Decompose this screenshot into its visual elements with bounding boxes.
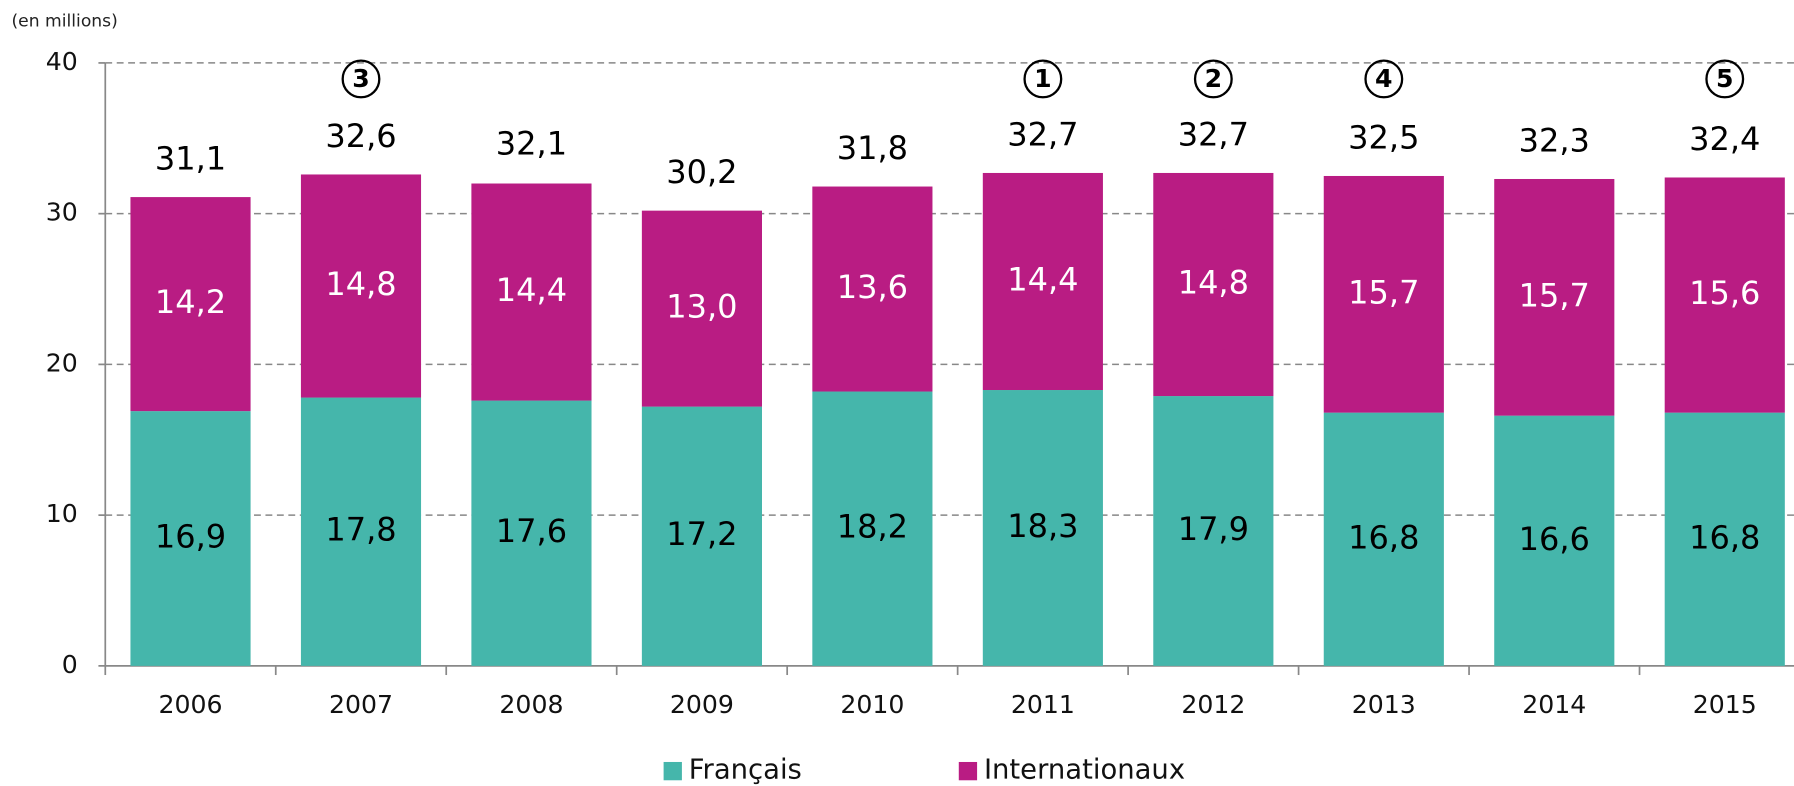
total-label: 31,8 — [837, 129, 908, 167]
bar-segment — [130, 411, 251, 666]
bar-segment — [982, 390, 1103, 666]
bar-segment — [1664, 412, 1785, 666]
segment-label: 18,3 — [1007, 507, 1078, 545]
segment-label: 17,9 — [1178, 510, 1249, 548]
total-label: 32,7 — [1007, 115, 1078, 153]
annotation-circle — [1364, 59, 1404, 99]
annotation-circle — [341, 59, 381, 99]
y-tick-label: 20 — [46, 348, 78, 377]
legend-label: Internationaux — [984, 755, 1185, 786]
segment-label: 18,2 — [837, 508, 908, 546]
annotation-circle — [1023, 59, 1063, 99]
x-tick-label: 2014 — [1522, 690, 1586, 719]
total-label: 32,5 — [1348, 118, 1419, 156]
segment-label: 16,6 — [1519, 520, 1590, 558]
legend-swatch — [663, 761, 682, 781]
total-label: 31,1 — [155, 139, 226, 177]
x-tick-label: 2011 — [1011, 690, 1075, 719]
bar-segment — [1323, 175, 1444, 413]
legend-swatch — [958, 761, 978, 781]
annotation-text: 1 — [1034, 64, 1052, 93]
segment-label: 14,8 — [325, 265, 396, 303]
bar-segment — [641, 406, 762, 666]
annotation-text: 5 — [1716, 64, 1734, 93]
annotation-circle — [1705, 59, 1745, 99]
x-tick-label: 2006 — [158, 690, 222, 719]
segment-label: 14,4 — [1007, 260, 1078, 298]
annotation-text: 3 — [352, 64, 370, 93]
y-tick-label: 30 — [46, 198, 78, 227]
bar-segment — [300, 174, 422, 398]
total-label: 32,7 — [1178, 115, 1249, 153]
y-tick-label: 0 — [62, 650, 78, 679]
segment-label: 16,8 — [1689, 518, 1760, 556]
bar-segment — [982, 172, 1103, 391]
segment-label: 14,4 — [496, 271, 567, 309]
bar-segment — [300, 397, 422, 666]
bar-segment — [471, 400, 592, 666]
x-tick-label: 2008 — [499, 690, 563, 719]
x-tick-label: 2013 — [1352, 690, 1416, 719]
annotation-circle — [1193, 59, 1233, 99]
x-tick-label: 2007 — [329, 690, 393, 719]
segment-label: 14,8 — [1178, 264, 1249, 302]
segment-label: 13,0 — [666, 288, 737, 326]
bar-segment — [471, 183, 592, 401]
segment-label: 16,9 — [155, 517, 226, 555]
x-tick-label: 2009 — [670, 690, 734, 719]
total-label: 32,6 — [325, 117, 396, 155]
bar-segment — [1494, 178, 1615, 416]
segment-label: 15,6 — [1689, 274, 1760, 312]
legend-label: Français — [689, 755, 802, 786]
total-label: 32,1 — [496, 124, 567, 162]
bar-segment — [1153, 172, 1274, 397]
x-tick-label: 2010 — [840, 690, 904, 719]
x-tick-label: 2015 — [1693, 690, 1757, 719]
bar-segment — [1323, 412, 1444, 666]
bar-segment — [1494, 415, 1615, 666]
bar-segment — [130, 197, 251, 412]
segment-label: 13,6 — [837, 268, 908, 306]
segment-label: 15,7 — [1348, 273, 1419, 311]
bar-segment — [812, 186, 933, 392]
segment-label: 14,2 — [155, 283, 226, 321]
annotation-text: 2 — [1205, 64, 1223, 93]
total-label: 32,3 — [1519, 121, 1590, 159]
segment-label: 16,8 — [1348, 518, 1419, 556]
y-tick-label: 10 — [46, 499, 78, 528]
segment-label: 17,2 — [666, 515, 737, 553]
annotation-text: 4 — [1375, 64, 1393, 93]
segment-label: 17,6 — [496, 512, 567, 550]
bar-segment — [812, 391, 933, 666]
segment-label: 15,7 — [1519, 276, 1590, 314]
bar-segment — [1664, 177, 1785, 413]
y-unit: (en millions) — [11, 12, 117, 32]
bar-segment — [641, 210, 762, 407]
y-tick-label: 40 — [46, 47, 78, 76]
bar-segment — [1153, 396, 1274, 666]
x-tick-label: 2012 — [1181, 690, 1245, 719]
segment-label: 17,8 — [325, 511, 396, 549]
total-label: 30,2 — [666, 153, 737, 191]
total-label: 32,4 — [1689, 120, 1760, 158]
